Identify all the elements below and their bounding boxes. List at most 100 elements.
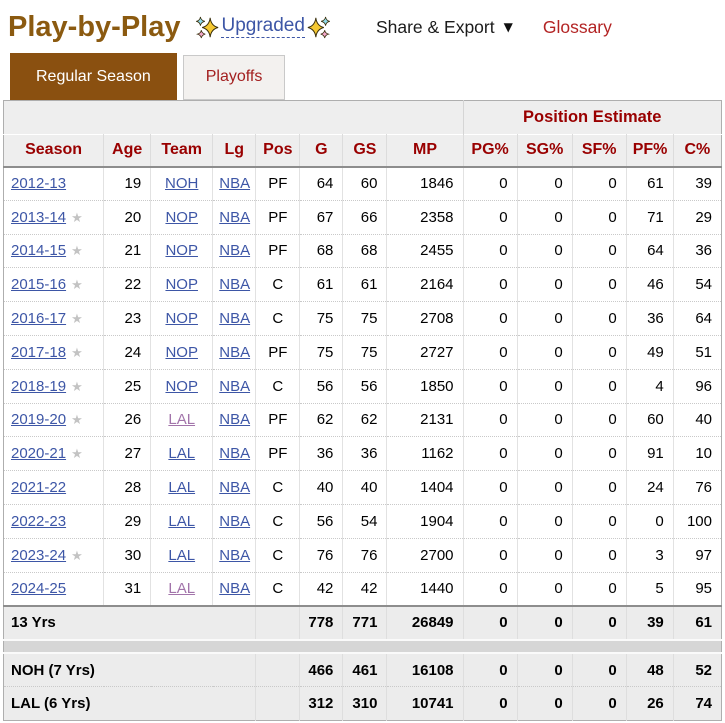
column-header: Lg [212, 134, 257, 168]
team-link[interactable]: LAL [168, 479, 196, 497]
minutes-cell: 1846 [386, 166, 464, 201]
games-cell: 62 [299, 403, 344, 438]
season-cell: 2021-22 [3, 470, 105, 505]
season-link[interactable]: 2024-25 [11, 580, 67, 598]
c-pct-cell: 76 [673, 470, 722, 505]
games-started-cell: 60 [342, 166, 388, 201]
league-link[interactable]: NBA [219, 411, 251, 429]
team-cell: LAL [150, 436, 214, 472]
sg-pct-total: 0 [517, 686, 573, 721]
glossary-link[interactable]: Glossary [542, 16, 612, 37]
minutes-cell: 2131 [386, 403, 464, 438]
upgraded-badge: Upgraded [196, 15, 330, 39]
league-cell: NBA [212, 234, 257, 269]
season-link[interactable]: 2019-20 [11, 411, 67, 429]
league-link[interactable]: NBA [219, 276, 251, 294]
table-row: 2014-15 ★ 21 NOP NBA PF 68 68 2455 0 0 0 … [3, 234, 722, 269]
team-link[interactable]: NOP [165, 208, 198, 226]
pg-pct-cell: 0 [463, 403, 518, 438]
league-link[interactable]: NBA [219, 512, 251, 530]
column-header: Age [103, 134, 152, 168]
season-link[interactable]: 2022-23 [11, 512, 67, 530]
age-cell: 28 [103, 470, 152, 505]
league-link[interactable]: NBA [219, 208, 251, 226]
pg-pct-total: 0 [463, 604, 518, 641]
league-link[interactable]: NBA [219, 377, 251, 395]
league-link[interactable]: NBA [219, 175, 251, 193]
league-link[interactable]: NBA [219, 310, 251, 328]
allstar-icon: ★ [71, 345, 83, 361]
minutes-cell: 2358 [386, 200, 464, 235]
table-row: 2020-21 ★ 27 LAL NBA PF 36 36 1162 0 0 0 … [3, 436, 722, 472]
team-cell: LAL [150, 470, 214, 505]
league-link[interactable]: NBA [219, 546, 251, 564]
column-header: Pos [255, 134, 301, 168]
sf-pct-cell: 0 [572, 200, 627, 235]
season-link[interactable]: 2021-22 [11, 479, 67, 497]
c-pct-cell: 51 [673, 335, 722, 370]
season-link[interactable]: 2013-14 [11, 208, 67, 226]
table-row: 2013-14 ★ 20 NOP NBA PF 67 66 2358 0 0 0 … [3, 200, 722, 235]
team-link[interactable]: NOP [165, 377, 198, 395]
league-link[interactable]: NBA [219, 343, 251, 361]
team-link[interactable]: LAL [168, 546, 196, 564]
games-cell: 42 [299, 572, 344, 607]
league-link[interactable]: NBA [219, 445, 251, 463]
table-row: 2017-18 ★ 24 NOP NBA PF 75 75 2727 0 0 0 … [3, 335, 722, 370]
league-link[interactable]: NBA [219, 242, 251, 260]
age-cell: 21 [103, 234, 152, 269]
games-cell: 68 [299, 234, 344, 269]
games-cell: 36 [299, 436, 344, 472]
team-link[interactable]: LAL [168, 512, 196, 530]
pf-pct-cell: 36 [626, 301, 674, 336]
league-link[interactable]: NBA [219, 479, 251, 497]
season-link[interactable]: 2012-13 [11, 175, 67, 193]
share-export-button[interactable]: Share & Export ▼ [376, 17, 513, 38]
pg-pct-cell: 0 [463, 166, 518, 201]
team-link[interactable]: LAL [168, 445, 196, 463]
position-cell: C [255, 267, 301, 303]
pf-pct-cell: 71 [626, 200, 674, 235]
c-pct-cell: 39 [673, 166, 722, 201]
season-link[interactable]: 2023-24 [11, 546, 67, 564]
team-link[interactable]: NOH [165, 175, 199, 193]
table-row: 2015-16 ★ 22 NOP NBA C 61 61 2164 0 0 0 4… [3, 267, 722, 303]
games-started-total: 461 [342, 652, 388, 688]
season-cell: 2016-17 ★ [3, 301, 105, 336]
pg-pct-cell: 0 [463, 436, 518, 472]
minutes-total: 16108 [386, 652, 464, 688]
season-link[interactable]: 2020-21 [11, 445, 67, 463]
age-cell: 20 [103, 200, 152, 235]
team-link[interactable]: NOP [165, 276, 198, 294]
season-link[interactable]: 2014-15 [11, 242, 67, 260]
season-link[interactable]: 2017-18 [11, 343, 67, 361]
tab-regular-season[interactable]: Regular Season [10, 53, 177, 100]
season-link[interactable]: 2016-17 [11, 310, 67, 328]
league-cell: NBA [212, 369, 257, 404]
season-link[interactable]: 2015-16 [11, 276, 67, 294]
games-started-cell: 76 [342, 538, 388, 573]
games-started-cell: 36 [342, 436, 388, 472]
pg-pct-total: 0 [463, 686, 518, 721]
tab-playoffs[interactable]: Playoffs [182, 55, 286, 100]
sg-pct-cell: 0 [517, 504, 573, 539]
column-header: G [299, 134, 344, 168]
team-link[interactable]: NOP [165, 343, 198, 361]
age-cell: 29 [103, 504, 152, 539]
table-row: 2019-20 ★ 26 LAL NBA PF 62 62 2131 0 0 0 … [3, 403, 722, 438]
column-header: Team [150, 134, 214, 168]
c-pct-cell: 96 [673, 369, 722, 404]
team-link[interactable]: NOP [165, 242, 198, 260]
games-total: 778 [299, 604, 344, 641]
team-link[interactable]: LAL [168, 580, 196, 598]
c-pct-cell: 10 [673, 436, 722, 472]
column-header: PG% [463, 134, 518, 168]
team-cell: LAL [150, 403, 214, 438]
season-link[interactable]: 2018-19 [11, 377, 67, 395]
team-link[interactable]: LAL [168, 411, 196, 429]
league-link[interactable]: NBA [219, 580, 251, 598]
team-link[interactable]: NOP [165, 310, 198, 328]
sf-pct-cell: 0 [572, 267, 627, 303]
upgraded-link[interactable]: Upgraded [221, 15, 305, 38]
sf-pct-cell: 0 [572, 335, 627, 370]
